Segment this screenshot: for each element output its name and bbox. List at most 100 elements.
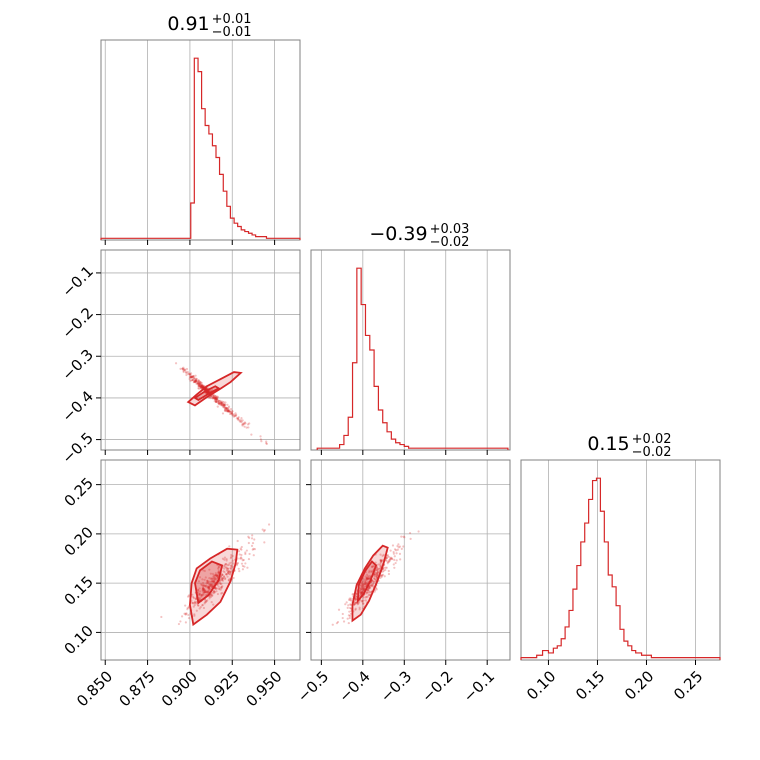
scatter-point [226,567,229,570]
scatter-point [373,578,377,581]
scatter-point [186,608,189,611]
scatter-point [225,410,229,413]
scatter-point [223,556,227,559]
scatter-point [213,394,216,397]
scatter-point [206,390,209,394]
scatter-point [229,408,233,411]
scatter-panel-p0-p2: 0.850 0.875 0.900 0.925 0.950 0.10 0.15 0.20 0.2… [61,459,301,710]
scatter-point [180,615,184,618]
x-tick-label: 0.25 [670,667,706,703]
scatter-point [230,565,234,569]
scatter-point [226,407,229,410]
scatter-point [227,569,230,573]
scatter-point [217,585,220,588]
scatter-point [200,384,203,388]
scatter-point [387,560,391,564]
scatter-point [222,403,225,406]
scatter-point [198,593,201,597]
scatter-point [223,567,226,570]
scatter-point [206,579,209,582]
scatter-point [210,601,213,604]
scatter-point [200,385,203,388]
scatter-points [160,523,271,627]
scatter-point [194,374,197,377]
scatter-point [365,577,368,580]
scatter-point [225,573,228,576]
scatter-point [228,410,232,413]
scatter-point [212,394,215,397]
scatter-point [198,597,202,600]
scatter-point [230,412,233,415]
scatter-point [230,411,234,414]
scatter-point [220,586,223,589]
histogram-step-line [316,267,509,450]
scatter-point [192,595,195,599]
scatter-point [197,383,200,386]
scatter-point [193,380,196,383]
scatter-point [366,588,370,592]
scatter-point [223,408,227,412]
scatter-point [212,396,215,399]
scatter-point [199,605,202,609]
scatter-point [191,601,194,605]
scatter-point [197,590,200,594]
scatter-point [188,377,191,381]
scatter-point [199,385,202,388]
scatter-point [198,385,201,388]
histogram-panel-p0 [100,39,301,245]
scatter-point [403,536,406,539]
scatter-point [223,409,226,412]
scatter-point [237,567,240,570]
scatter-point [217,565,220,568]
scatter-point [354,594,358,598]
scatter-point [392,550,395,554]
scatter-point [231,412,234,415]
scatter-point [209,580,212,584]
scatter-point [363,583,366,586]
scatter-point [250,537,254,540]
scatter-point [187,613,190,617]
scatter-point [365,576,368,579]
scatter-point [214,397,217,400]
scatter-point [398,545,402,548]
scatter-point [214,400,218,404]
scatter-point [253,548,256,551]
scatter-point [217,571,220,574]
scatter-point [250,433,253,436]
scatter-point [371,583,375,586]
scatter-point [229,557,232,560]
scatter-point [210,580,214,583]
scatter-point [227,405,231,408]
scatter-point [202,588,206,591]
scatter-point [361,585,365,588]
scatter-point [382,553,385,556]
scatter-point [358,601,361,604]
scatter-point [247,535,250,538]
scatter-point [226,572,230,575]
scatter-point [206,390,209,394]
scatter-point [245,549,248,552]
y-tick-label: −0.2 [59,304,97,342]
scatter-point [201,385,205,388]
scatter-point [222,404,225,407]
scatter-point [199,385,202,388]
scatter-point [355,596,358,599]
scatter-point [359,590,362,593]
contour-inner [194,560,224,605]
scatter-point [202,588,205,592]
scatter-point [213,579,216,582]
scatter-point [205,584,208,587]
scatter-point [349,597,352,600]
scatter-point [206,391,210,394]
scatter-point [224,562,227,566]
scatter-point [197,379,200,382]
scatter-point [201,384,204,388]
scatter-point [243,421,247,424]
scatter-point [225,573,228,576]
scatter-point [349,598,352,602]
scatter-point [221,577,224,580]
scatter-point [224,403,227,406]
scatter-point [218,400,221,403]
histogram-panel-p2: 0.10 0.15 0.20 0.25 [520,459,721,704]
scatter-point [190,379,193,382]
